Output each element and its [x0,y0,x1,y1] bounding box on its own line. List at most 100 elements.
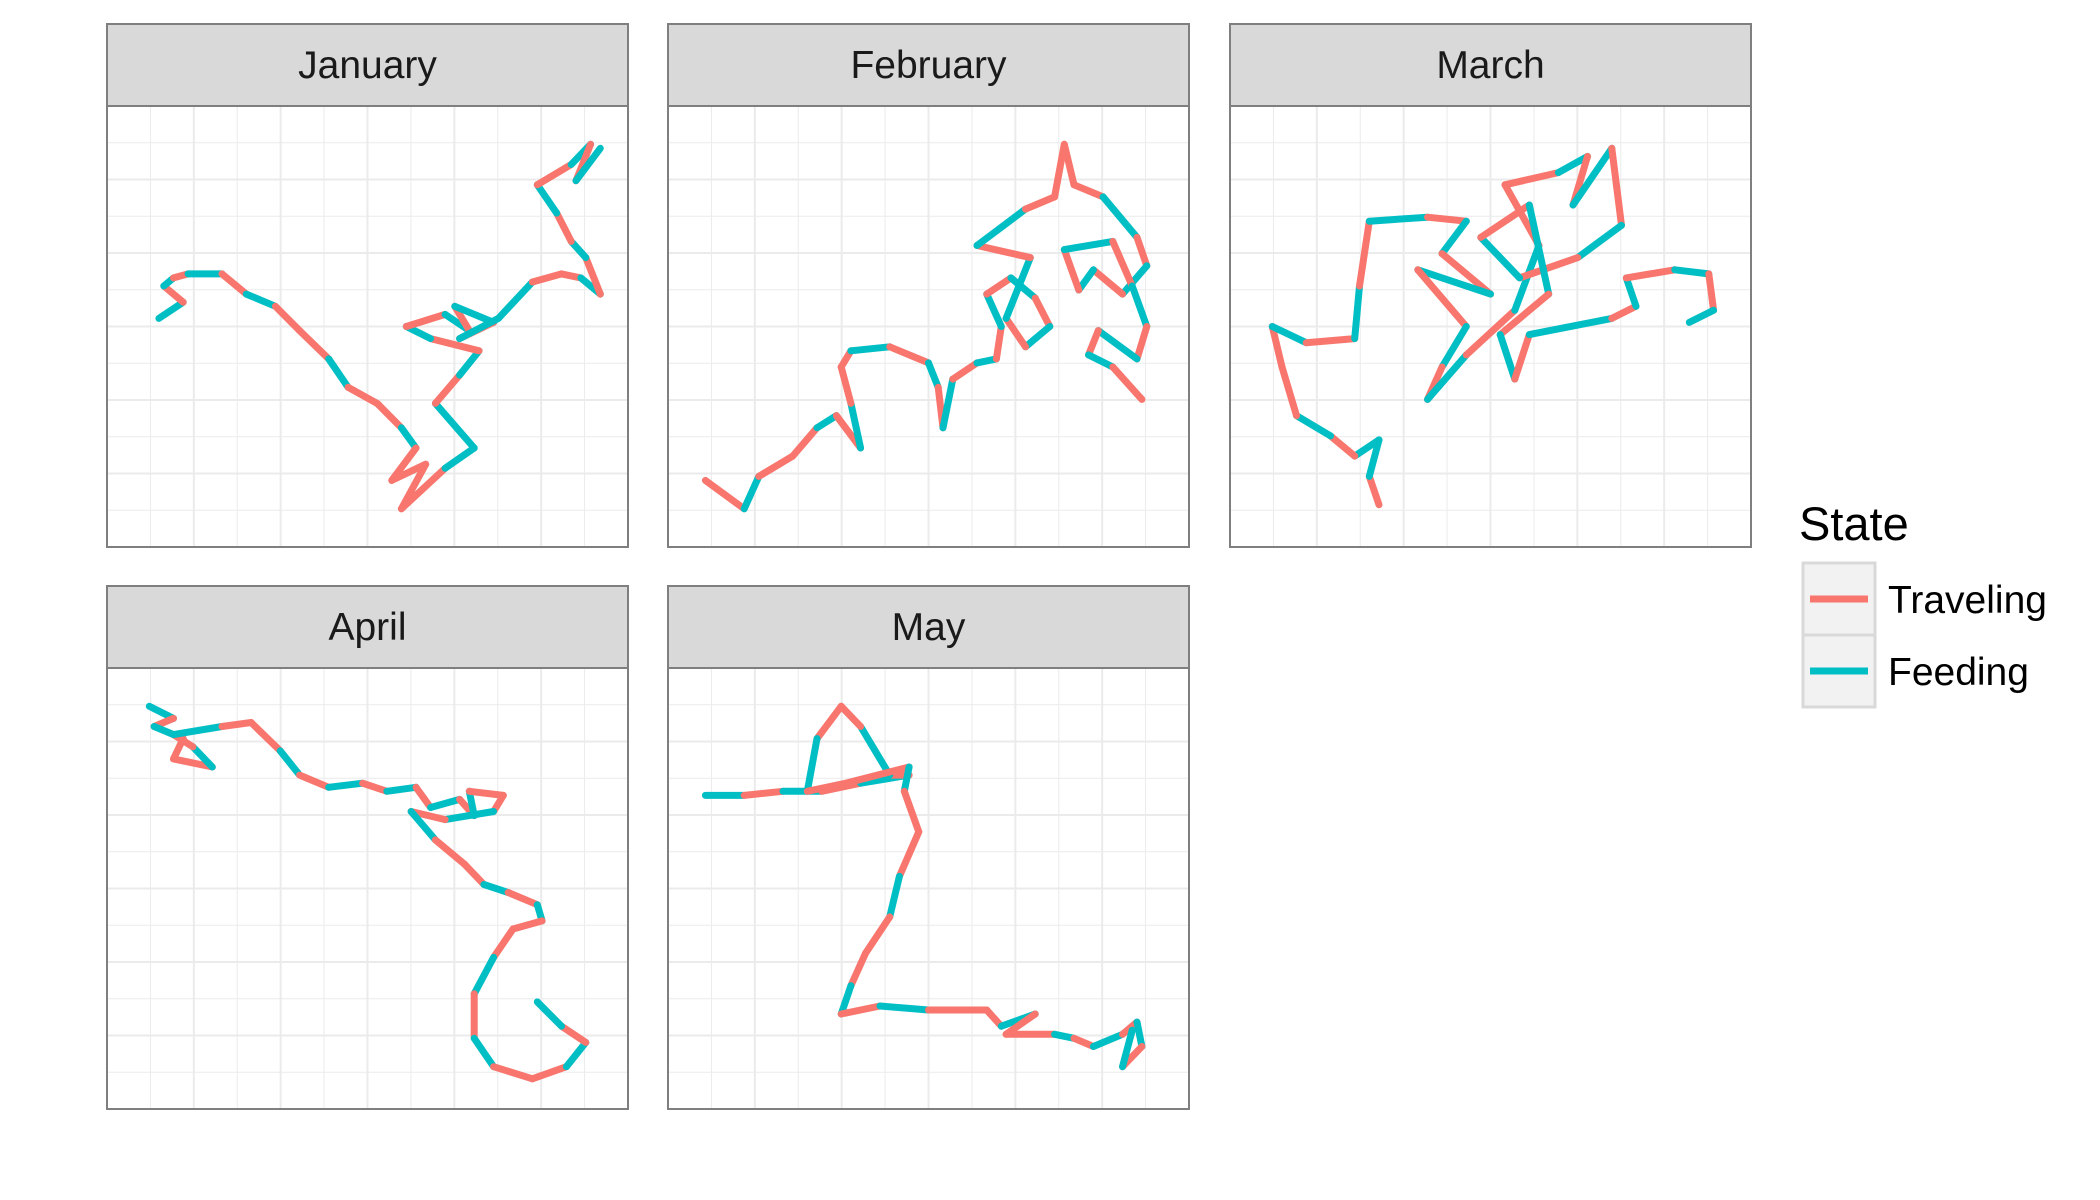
track-segment-feeding [1671,266,1713,278]
track-segment-feeding [1496,331,1519,383]
track-segment-traveling [1109,237,1136,290]
facet-grid-may [668,668,1189,1109]
track-segment-feeding [1085,351,1117,371]
track-segment-feeding [837,982,855,1018]
track-segment-feeding [813,412,840,432]
track-march [1268,144,1718,509]
track-segment-traveling [1608,144,1625,229]
track-segment-feeding [1438,217,1470,258]
track-segment-traveling [992,323,1005,363]
track-segment-feeding [1268,323,1310,347]
track-april [145,702,590,1083]
facet-february: February [667,23,1190,548]
track-segment-feeding [1525,314,1616,339]
track-segment-feeding [325,779,367,791]
track-segment-traveling [900,787,923,836]
track-segment-feeding [1099,193,1141,241]
track-segment-feeding [567,237,590,262]
track-segment-traveling [1365,472,1383,509]
track-segment-feeding [1007,274,1039,302]
track-segment-traveling [1002,314,1029,351]
track-segment-feeding [973,205,1029,249]
track-segment-traveling [296,771,333,791]
track-segment-traveling [1133,233,1151,270]
facet-border-march [1229,105,1752,548]
track-segment-feeding [397,424,420,452]
facet-title-january: January [298,44,437,87]
track-segment-traveling [461,860,488,888]
facet-january: January [106,23,629,548]
track-segment-traveling [1511,331,1533,383]
track-segment-traveling [582,254,604,298]
track-segment-traveling [1060,140,1078,189]
track-segment-feeding [886,872,903,921]
track-segment-traveling [1438,250,1494,298]
track-segment-feeding [189,743,216,771]
track-segment-traveling [1022,193,1059,213]
track-segment-traveling [509,917,546,933]
track-segment-traveling [1089,266,1126,298]
track-segment-traveling [218,719,255,730]
track-segment-traveling [1302,335,1359,347]
facet-grid-april [107,668,628,1109]
track-segment-traveling [1414,266,1470,330]
track-segment-feeding [431,399,478,452]
track-segment-traveling [837,363,855,407]
track-segment-feeding [494,278,536,322]
track-may [701,702,1146,1071]
track-segment-feeding [1525,201,1553,298]
track-segment-traveling [373,399,405,432]
track-segment-traveling [431,371,464,407]
track-segment-traveling [1516,254,1582,282]
track-segment-feeding [572,144,604,185]
track-segment-feeding [242,290,279,310]
facet-border-february [667,105,1190,548]
track-segment-traveling [528,1063,570,1083]
track-segment-feeding [740,472,763,513]
track-segment-traveling [837,1002,884,1018]
track-segment-feeding [1622,274,1640,310]
track-segment-feeding [533,998,565,1030]
track-segment-traveling [271,302,304,335]
track-segment-traveling [296,327,333,363]
facet-strip-march [1229,23,1752,107]
track-segment-feeding [1022,323,1054,351]
track-segment-feeding [803,735,821,795]
track-segment-traveling [973,242,1034,262]
track-segment-traveling [1070,1034,1097,1050]
track-segment-traveling [465,787,507,799]
track-segment-feeding [1438,323,1470,371]
track-segment-traveling [1031,294,1054,330]
track-february [701,140,1151,513]
track-segment-traveling [397,464,449,513]
facet-strip-april [106,585,629,669]
track-segment-traveling [1085,327,1102,359]
track-segment-traveling [412,783,435,811]
track-segment-feeding [1574,221,1625,262]
facet-strip-february [667,23,1190,107]
facet-title-april: April [328,606,406,649]
track-segment-feeding [470,1034,498,1071]
track-segment-traveling [402,310,449,330]
facet-border-may [667,667,1190,1110]
facet-panels: January February March April May [106,23,1752,1110]
track-segment-feeding [847,343,894,355]
track-segment-traveling [701,476,748,513]
track-segment-traveling [1705,270,1718,314]
facet-border-april [106,667,629,1110]
track-segment-traveling [1051,140,1068,201]
track-segment-feeding [1089,1030,1126,1050]
track-segment-feeding [441,808,498,824]
track-segment-traveling [813,702,845,743]
track-segment-traveling [837,702,865,730]
facet-strip-may [667,585,1190,669]
track-segment-traveling [1462,306,1519,359]
legend-label-traveling: Traveling [1888,579,2047,622]
track-segment-feeding [1128,282,1151,330]
track-segment-traveling [218,270,250,298]
track-segment-traveling [842,763,913,787]
track-segment-traveling [1133,323,1151,363]
track-segment-feeding [456,314,502,343]
track-january [155,140,604,513]
